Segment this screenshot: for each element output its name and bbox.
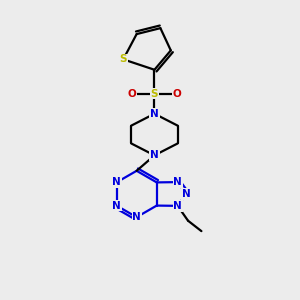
Text: N: N: [150, 109, 159, 119]
Text: N: N: [112, 177, 121, 188]
Text: N: N: [150, 150, 159, 160]
Text: S: S: [151, 88, 158, 98]
Text: N: N: [132, 212, 141, 222]
Text: N: N: [182, 189, 190, 199]
Text: S: S: [119, 54, 127, 64]
Text: N: N: [173, 201, 182, 211]
Text: N: N: [173, 177, 182, 187]
Text: O: O: [128, 88, 136, 98]
Text: N: N: [112, 201, 121, 211]
Text: O: O: [172, 88, 181, 98]
